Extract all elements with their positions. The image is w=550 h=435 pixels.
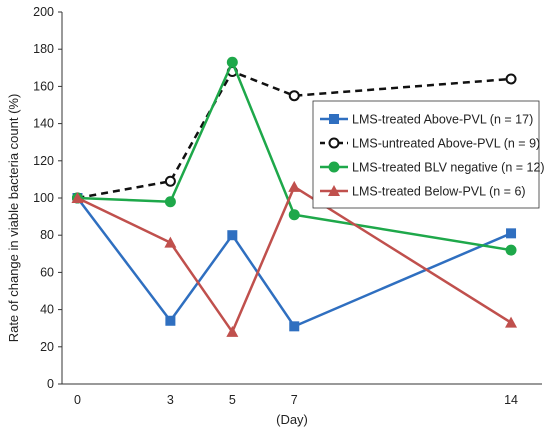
x-ticks: 0 3 5 7 14 xyxy=(74,393,518,407)
data-point xyxy=(71,192,84,203)
data-point xyxy=(505,73,517,85)
y-tick-label: 120 xyxy=(33,154,54,168)
y-ticks: 0 20 40 60 80 100 120 140 160 180 200 xyxy=(33,5,62,391)
y-axis-title: Rate of change in viable bacteria count … xyxy=(6,94,21,343)
data-point xyxy=(226,56,238,68)
legend-item: LMS-treated Above-PVL (n = 17) xyxy=(320,113,533,127)
y-tick-label: 80 xyxy=(40,228,54,242)
legend: LMS-treated Above-PVL (n = 17) LMS-untrea… xyxy=(312,100,545,209)
data-point xyxy=(164,236,177,248)
data-point xyxy=(164,196,176,208)
data-point xyxy=(506,228,517,239)
x-tick-label: 0 xyxy=(74,393,81,407)
data-point xyxy=(227,230,238,241)
legend-items: LMS-treated Above-PVL (n = 17) LMS-untrea… xyxy=(320,113,545,199)
legend-item: LMS-treated BLV negative (n = 12) xyxy=(320,161,545,175)
legend-label: LMS-treated Below-PVL (n = 6) xyxy=(352,185,526,199)
legend-label: LMS-untreated Above-PVL (n = 9) xyxy=(352,137,540,151)
y-tick-label: 180 xyxy=(33,42,54,56)
series-line xyxy=(76,185,512,334)
data-point xyxy=(226,325,239,337)
y-tick-label: 160 xyxy=(33,79,54,93)
legend-label: LMS-treated BLV negative (n = 12) xyxy=(352,161,545,175)
x-axis-title: (Day) xyxy=(276,412,308,427)
data-point xyxy=(505,244,517,256)
legend-label: LMS-treated Above-PVL (n = 17) xyxy=(352,113,533,127)
data-point xyxy=(165,315,176,326)
y-tick-label: 60 xyxy=(40,265,54,279)
y-tick-label: 0 xyxy=(47,377,54,391)
x-tick-label: 7 xyxy=(291,393,298,407)
legend-item: LMS-untreated Above-PVL (n = 9) xyxy=(320,137,540,151)
data-point xyxy=(288,209,300,221)
y-tick-label: 40 xyxy=(40,303,54,317)
legend-swatch-marker xyxy=(328,161,340,173)
x-tick-label: 14 xyxy=(504,393,518,407)
data-point xyxy=(288,90,300,102)
data-point xyxy=(505,316,518,328)
legend-box xyxy=(312,100,540,209)
data-point xyxy=(164,175,176,187)
x-tick-label: 3 xyxy=(167,393,174,407)
y-tick-label: 200 xyxy=(33,5,54,19)
series-layer xyxy=(71,56,518,337)
legend-swatch-marker xyxy=(328,185,340,196)
data-point xyxy=(288,180,301,192)
y-tick-label: 20 xyxy=(40,340,54,354)
legend-swatch-marker xyxy=(329,114,339,124)
legend-item: LMS-treated Below-PVL (n = 6) xyxy=(320,185,526,199)
series-4 xyxy=(71,180,518,337)
x-tick-label: 5 xyxy=(229,393,236,407)
data-point xyxy=(289,321,300,332)
legend-swatch-marker xyxy=(328,137,340,149)
y-tick-label: 140 xyxy=(33,117,54,131)
y-tick-label: 100 xyxy=(33,191,54,205)
